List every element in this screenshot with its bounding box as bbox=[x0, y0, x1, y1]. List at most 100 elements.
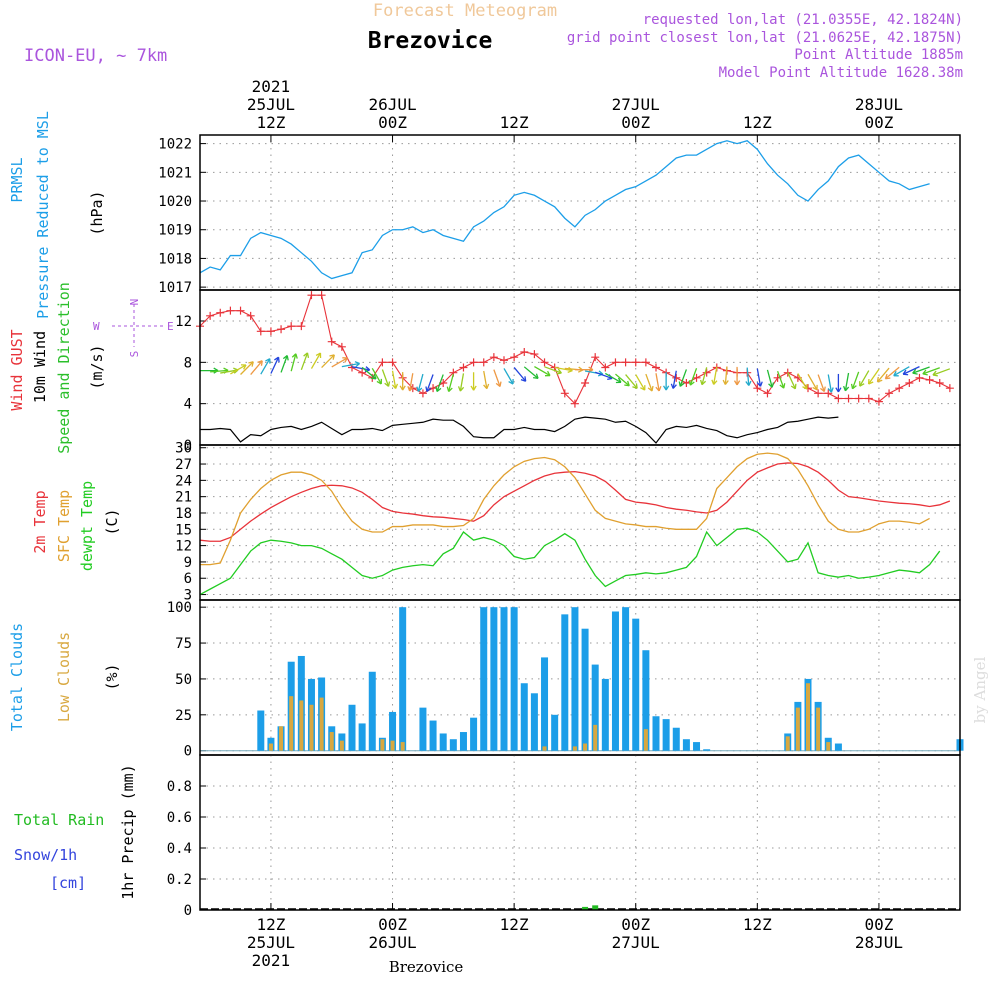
wind-arrow-shaft bbox=[554, 366, 573, 372]
gust-marker bbox=[388, 358, 397, 367]
wind-direction-arrow bbox=[625, 374, 638, 389]
wind-arrow-head bbox=[850, 383, 857, 390]
gust-marker bbox=[469, 358, 478, 367]
wind-arrow-shaft bbox=[756, 368, 762, 387]
total-clouds-label: Total Clouds bbox=[8, 623, 26, 731]
wind-direction-arrow bbox=[240, 361, 254, 375]
wind-direction-arrow bbox=[893, 366, 910, 377]
ytick-label: 18 bbox=[175, 506, 192, 522]
wind-direction-arrow bbox=[544, 366, 562, 375]
ytick-label: 0.2 bbox=[167, 872, 192, 888]
wind-arrow-head bbox=[632, 383, 638, 389]
wind-arrow-head bbox=[495, 381, 502, 388]
wind-arrow-head bbox=[329, 354, 335, 360]
model-name: ICON-EU, ~ 7km bbox=[24, 46, 167, 66]
bottom-time-label: 12Z bbox=[743, 915, 772, 934]
gust-marker bbox=[530, 350, 539, 359]
gust-marker bbox=[581, 379, 590, 387]
wind-arrow-shaft bbox=[746, 367, 750, 386]
gust-marker bbox=[226, 306, 235, 315]
precip-axis-label: 1hr Precip (mm) bbox=[119, 764, 137, 899]
gust-marker bbox=[287, 322, 296, 331]
wind-direction-arrow bbox=[493, 369, 502, 388]
gust-marker bbox=[925, 375, 934, 384]
total-cloud-bar bbox=[622, 607, 630, 751]
wind-arrow-head bbox=[257, 360, 263, 366]
wind-direction-arrow bbox=[902, 366, 920, 376]
wind-direction-arrow bbox=[351, 366, 371, 373]
gust-marker bbox=[418, 389, 427, 398]
pressure-unit: (hPa) bbox=[88, 190, 106, 235]
wind-direction-arrow bbox=[645, 373, 654, 392]
panel-frame bbox=[199, 444, 961, 601]
wind-direction-arrow bbox=[733, 366, 741, 386]
bottom-time-label: 12Z bbox=[256, 915, 285, 934]
gust-marker bbox=[236, 306, 245, 315]
pressure-label-1: PRMSL bbox=[8, 157, 26, 202]
total-cloud-bar bbox=[662, 719, 670, 751]
wind-arrow-head bbox=[544, 370, 551, 377]
wind-direction-arrow bbox=[876, 367, 890, 383]
ytick-label: 9 bbox=[184, 555, 192, 571]
ytick-label: 1022 bbox=[158, 137, 192, 153]
total-cloud-bar bbox=[429, 720, 437, 751]
low-cloud-bar bbox=[279, 726, 284, 751]
ytick-label: 1020 bbox=[158, 194, 192, 210]
total-cloud-bar bbox=[490, 607, 498, 751]
wind-direction-arrow bbox=[678, 369, 688, 387]
ytick-label: 21 bbox=[175, 490, 192, 506]
wind-arrow-shaft bbox=[260, 358, 271, 375]
wind-arrow-shaft bbox=[807, 373, 818, 391]
gust-marker bbox=[834, 394, 843, 403]
top-time-label: 27JUL bbox=[612, 95, 660, 114]
top-time-label: 12Z bbox=[256, 113, 285, 132]
wind-arrow-shaft bbox=[220, 369, 239, 374]
sfc-temp-label: SFC Temp bbox=[55, 490, 73, 562]
gust-marker bbox=[885, 389, 894, 398]
wind-arrow-shaft bbox=[331, 357, 348, 368]
wind-arrow-shaft bbox=[679, 369, 688, 387]
wind-arrow-shaft bbox=[724, 366, 728, 385]
plot-layer: 1017101810191020102110220481236912151821… bbox=[158, 77, 964, 970]
gust-marker bbox=[327, 337, 336, 346]
wind-direction-arrow bbox=[483, 370, 490, 390]
total-cloud-bar bbox=[480, 607, 488, 751]
wind-direction-arrow bbox=[867, 368, 880, 385]
low-cloud-bar bbox=[826, 742, 831, 751]
wind-direction-arrow bbox=[513, 367, 527, 382]
grid-point-coords: grid point closest lon,lat (21.0625E, 42… bbox=[567, 30, 963, 46]
wind-arrow-shaft bbox=[250, 360, 263, 375]
wind-arrow-shaft bbox=[513, 367, 527, 382]
wind-direction-arrow bbox=[310, 352, 322, 369]
gust-marker bbox=[945, 384, 954, 393]
wind-direction-arrow bbox=[341, 361, 361, 368]
wind-arrow-shaft bbox=[672, 370, 677, 389]
bottom-time-label: 26JUL bbox=[368, 933, 416, 952]
gust-marker bbox=[520, 348, 529, 356]
ytick-label: 1018 bbox=[158, 251, 192, 267]
wind-direction-arrow bbox=[381, 369, 391, 387]
wind-arrow-shaft bbox=[436, 374, 444, 392]
gust-marker bbox=[652, 363, 660, 372]
bottom-time-label: 28JUL bbox=[855, 933, 903, 952]
wind-arrow-head bbox=[827, 387, 834, 393]
bottom-time-label: 27JUL bbox=[612, 933, 660, 952]
wind-direction-arrow bbox=[391, 370, 399, 389]
wind-arrow-shaft bbox=[594, 371, 613, 380]
low-cloud-bar bbox=[572, 746, 577, 751]
wind-arrow-shaft bbox=[417, 373, 424, 392]
low-cloud-bar bbox=[785, 736, 790, 751]
gust-marker bbox=[905, 379, 914, 387]
wind-arrow-head bbox=[884, 373, 891, 380]
total-cloud-bar bbox=[652, 716, 660, 751]
bottom-time-label: 2021 bbox=[252, 951, 291, 970]
wind-arrow-head bbox=[425, 386, 432, 392]
wind-arrow-head bbox=[922, 369, 928, 376]
total-cloud-bar bbox=[541, 657, 549, 751]
gust-marker bbox=[500, 356, 508, 365]
wind-arrow-shaft bbox=[827, 374, 833, 393]
wind-arrow-head bbox=[364, 366, 371, 373]
gust-marker bbox=[479, 358, 488, 367]
wind-arrow-head bbox=[779, 383, 786, 389]
compass-east: E bbox=[167, 320, 174, 333]
